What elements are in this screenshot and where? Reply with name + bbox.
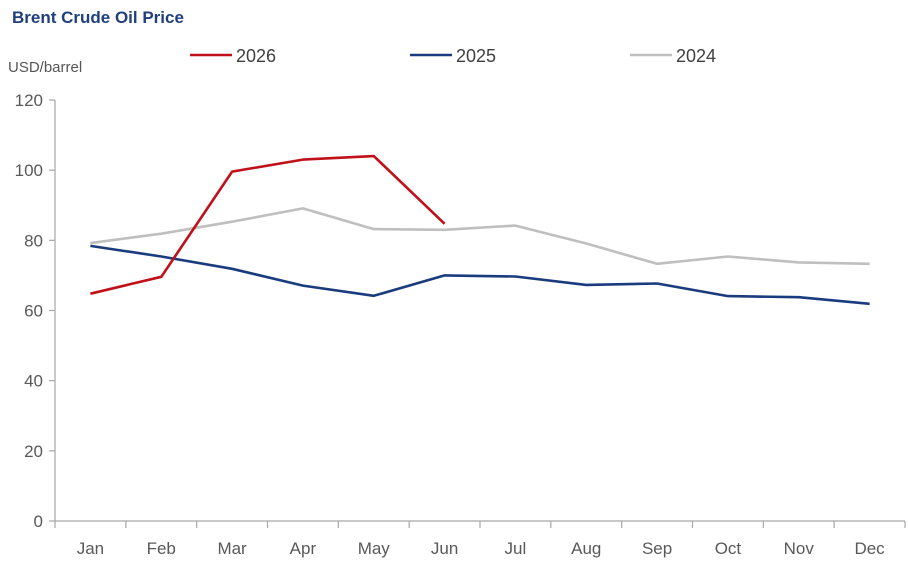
y-tick-label: 60	[24, 302, 43, 321]
axes	[54, 100, 905, 522]
x-tick-label: Jun	[431, 539, 458, 558]
x-tick-label: Jan	[77, 539, 104, 558]
x-axis-ticks: Jan Feb Mar Apr May Jun Jul Aug Sep Oct Nov Dec	[54, 521, 906, 558]
y-axis-ticks: 0 20 40 60 80 100 120	[15, 91, 55, 531]
legend-label-2024: 2024	[676, 46, 716, 66]
chart-title: Brent Crude Oil Price	[12, 8, 184, 27]
y-tick-label: 120	[15, 91, 43, 110]
series-line-2025	[90, 244, 870, 306]
x-tick-label: Mar	[217, 539, 247, 558]
legend: 2026 2025 2024	[190, 46, 716, 66]
legend-label-2026: 2026	[236, 46, 276, 66]
y-tick-label: 40	[24, 372, 43, 391]
series-line-2024	[90, 207, 870, 266]
y-axis-label: USD/barrel	[8, 59, 83, 76]
x-tick-label: Sep	[642, 539, 672, 558]
x-tick-label: Feb	[147, 539, 176, 558]
x-tick-label: Dec	[854, 539, 885, 558]
x-tick-label: May	[358, 539, 391, 558]
series-lines	[90, 154, 870, 306]
y-tick-label: 80	[24, 231, 43, 250]
y-tick-label: 20	[24, 442, 43, 461]
series-line-2026	[90, 154, 446, 295]
x-tick-label: Apr	[290, 539, 317, 558]
y-tick-label: 100	[15, 161, 43, 180]
x-tick-label: Jul	[505, 539, 527, 558]
x-tick-label: Nov	[784, 539, 815, 558]
x-tick-label: Aug	[571, 539, 601, 558]
y-tick-label: 0	[34, 512, 43, 531]
x-tick-label: Oct	[715, 539, 742, 558]
legend-label-2025: 2025	[456, 46, 496, 66]
